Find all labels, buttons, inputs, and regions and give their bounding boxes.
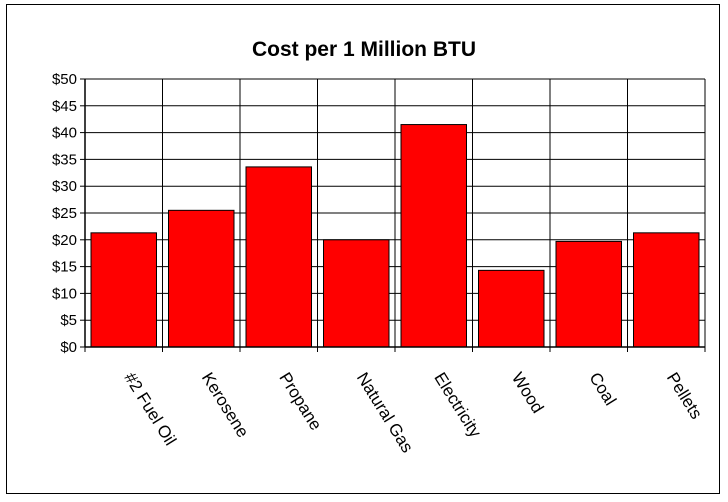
x-tick-label: Natural Gas (353, 369, 417, 456)
y-tick-label: $15 (52, 259, 77, 276)
y-tick-label: $5 (60, 312, 77, 329)
bar (323, 239, 390, 348)
y-tick-label: $0 (60, 339, 77, 356)
y-tick-label: $10 (52, 285, 77, 302)
bar (245, 166, 312, 348)
y-tick-label: $50 (52, 71, 77, 88)
x-tick-label: #2 Fuel Oil (120, 369, 180, 449)
bar (555, 240, 622, 348)
y-tick-label: $35 (52, 151, 77, 168)
bar (478, 269, 545, 348)
axes (80, 78, 706, 352)
y-tick-label: $30 (52, 178, 77, 195)
x-tick-label: Electricity (430, 369, 485, 441)
x-tick-label: Coal (585, 369, 620, 409)
y-tick-label: $40 (52, 125, 77, 142)
y-tick-label: $20 (52, 232, 77, 249)
bars (90, 124, 700, 348)
chart-title: Cost per 1 Million BTU (252, 38, 476, 61)
bar (168, 209, 235, 348)
y-tick-label: $25 (52, 205, 77, 222)
y-tick-label: $45 (52, 98, 77, 115)
x-tick-labels: #2 Fuel Oil Kerosene Propane Natural Gas Ele… (120, 369, 706, 456)
bar (90, 232, 157, 348)
x-tick-label: Propane (275, 369, 325, 434)
bar (633, 232, 700, 348)
bar (400, 124, 467, 348)
x-tick-label: Pellets (663, 369, 706, 422)
x-tick-label: Wood (508, 369, 547, 416)
y-tick-labels: $0 $5 $10 $15 $20 $25 $30 $35 $40 $45 $50 (52, 71, 77, 356)
x-tick-label: Kerosene (198, 369, 253, 441)
